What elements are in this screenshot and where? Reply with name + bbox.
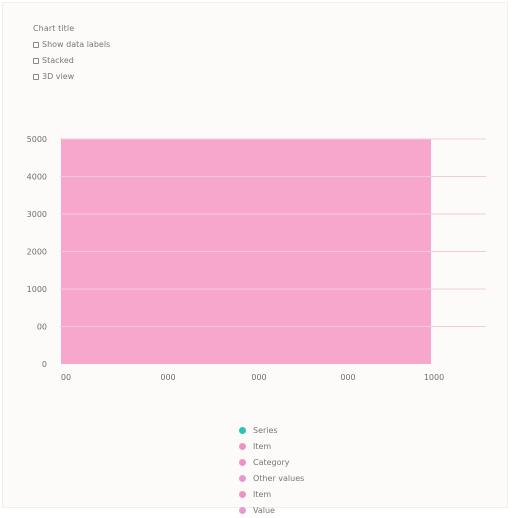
legend-item[interactable]: Other values — [239, 470, 304, 486]
option-label: Show data labels — [42, 40, 111, 49]
option-label: Stacked — [42, 56, 74, 65]
legend-swatch — [239, 442, 246, 450]
x-tick-label: 000 — [251, 373, 266, 382]
legend-item[interactable]: Category — [239, 454, 304, 470]
chart-title: Chart title — [33, 24, 75, 33]
y-tick-label: 00 — [37, 323, 47, 332]
y-tick-label: 3000 — [27, 210, 47, 219]
x-tick-label: 000 — [160, 373, 175, 382]
legend-swatch — [239, 506, 246, 514]
legend-item[interactable]: Series — [239, 422, 304, 438]
option-stacked[interactable]: Stacked — [33, 53, 110, 69]
y-tick-label: 2000 — [27, 248, 47, 257]
x-tick-label: 000 — [340, 373, 355, 382]
legend-swatch — [239, 474, 246, 482]
legend-label: Item — [253, 489, 272, 499]
x-tick-label: 1000 — [424, 373, 444, 382]
option-label: 3D view — [42, 72, 75, 81]
chart-legend: Series Item Category Other values Item Value — [239, 422, 304, 518]
legend-label: Category — [253, 457, 290, 467]
checkbox-icon[interactable] — [33, 42, 39, 48]
legend-swatch — [239, 426, 246, 434]
y-tick-label: 1000 — [27, 285, 47, 294]
option-show-data-labels[interactable]: Show data labels — [33, 37, 110, 53]
legend-swatch — [239, 490, 246, 498]
legend-label: Value — [253, 505, 275, 515]
legend-swatch — [239, 458, 246, 466]
legend-label: Other values — [253, 473, 305, 483]
x-tick-label: 00 — [61, 373, 71, 382]
checkbox-icon[interactable] — [33, 58, 39, 64]
legend-item[interactable]: Item — [239, 486, 304, 502]
option-3d-view[interactable]: 3D view — [33, 69, 110, 85]
chart-header: Chart title Show data labels Stacked 3D … — [33, 21, 110, 85]
y-tick-label: 0 — [42, 360, 47, 369]
checkbox-icon[interactable] — [33, 74, 39, 80]
y-tick-label: 4000 — [27, 173, 47, 182]
legend-label: Series — [253, 425, 278, 435]
y-tick-label: 5000 — [27, 135, 47, 144]
legend-label: Item — [253, 441, 272, 451]
legend-item[interactable]: Item — [239, 438, 304, 454]
legend-item[interactable]: Value — [239, 502, 304, 518]
